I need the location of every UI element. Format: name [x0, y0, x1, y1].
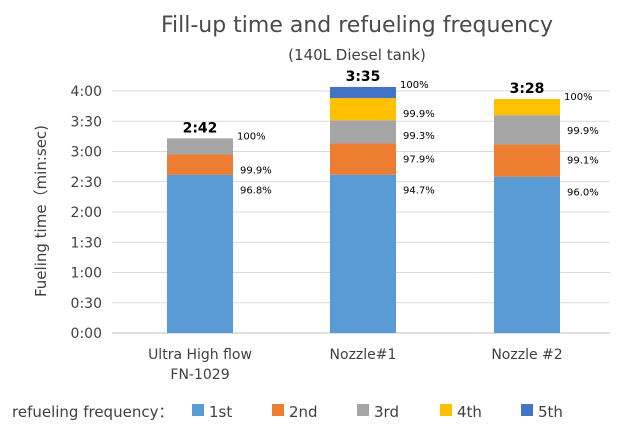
bar-segment-4th	[330, 98, 396, 121]
legend-swatch-4th	[440, 404, 452, 416]
cumulative-percent-label: 99.9%	[403, 109, 435, 120]
total-label: 3:28	[510, 81, 545, 97]
bar-segment-3rd	[167, 138, 233, 155]
legend-swatch-2nd	[272, 404, 284, 416]
bar-segment-4th	[494, 99, 560, 116]
bar-segment-2nd	[167, 154, 233, 175]
cumulative-percent-label: 96.8%	[240, 186, 272, 197]
cumulative-percent-label: 99.3%	[403, 131, 435, 142]
category-label: Ultra High flow	[148, 347, 252, 363]
y-tick-label: 1:00	[71, 266, 102, 282]
y-tick-label: 2:00	[71, 205, 102, 221]
legend-swatch-3rd	[357, 404, 369, 416]
cumulative-percent-label: 99.9%	[240, 166, 272, 177]
cumulative-percent-label: 99.9%	[567, 126, 599, 137]
cumulative-percent-label: 94.7%	[403, 186, 435, 197]
y-tick-label: 0:00	[71, 326, 102, 342]
y-tick-label: 3:00	[71, 145, 102, 161]
legend-label: 2nd	[289, 403, 318, 421]
cumulative-percent-label: 100%	[564, 92, 593, 103]
cumulative-percent-label: 96.0%	[567, 188, 599, 199]
cumulative-percent-label: 100%	[400, 80, 429, 91]
bar-segment-1st	[330, 174, 396, 333]
bars-layer	[167, 86, 560, 333]
y-tick-label: 3:30	[71, 114, 102, 130]
y-tick-label: 1:30	[71, 235, 102, 251]
legend-swatch-5th	[521, 404, 533, 416]
y-tick-label: 4:00	[71, 84, 102, 100]
y-tick-label: 0:30	[71, 296, 102, 312]
cumulative-percent-label: 97.9%	[403, 154, 435, 165]
legend-label: 4th	[457, 403, 482, 421]
total-label: 2:42	[183, 120, 218, 136]
bar-segment-1st	[167, 174, 233, 333]
cumulative-percent-label: 99.1%	[567, 155, 599, 166]
total-label: 3:35	[346, 69, 381, 85]
bar-segment-5th	[330, 86, 396, 99]
legend-title: refueling frequency：	[12, 403, 173, 421]
chart-subtitle: (140L Diesel tank)	[288, 46, 426, 64]
bar-segment-2nd	[330, 143, 396, 175]
bar-segment-2nd	[494, 144, 560, 177]
y-tick-label: 2:30	[71, 175, 102, 191]
labels-layer: 2:42 96.8% 99.9% 100% Ultra High flow FN-1029…	[148, 69, 599, 383]
legend-label: 1st	[209, 403, 232, 421]
category-label: Nozzle #2	[491, 347, 562, 363]
bar-segment-1st	[494, 176, 560, 333]
bar-segment-3rd	[494, 115, 560, 145]
cumulative-percent-label: 100%	[237, 131, 266, 142]
legend: refueling frequency： 1st 2nd 3rd 4th 5th	[12, 403, 563, 421]
y-axis-label: Fueling time（min:sec)	[32, 125, 50, 297]
legend-swatch-1st	[192, 404, 204, 416]
legend-label: 5th	[538, 403, 563, 421]
chart-title: Fill-up time and refueling frequency	[161, 13, 553, 38]
category-label: FN-1029	[170, 367, 229, 383]
category-label: Nozzle#1	[330, 347, 397, 363]
bar-segment-3rd	[330, 120, 396, 144]
legend-label: 3rd	[374, 403, 399, 421]
